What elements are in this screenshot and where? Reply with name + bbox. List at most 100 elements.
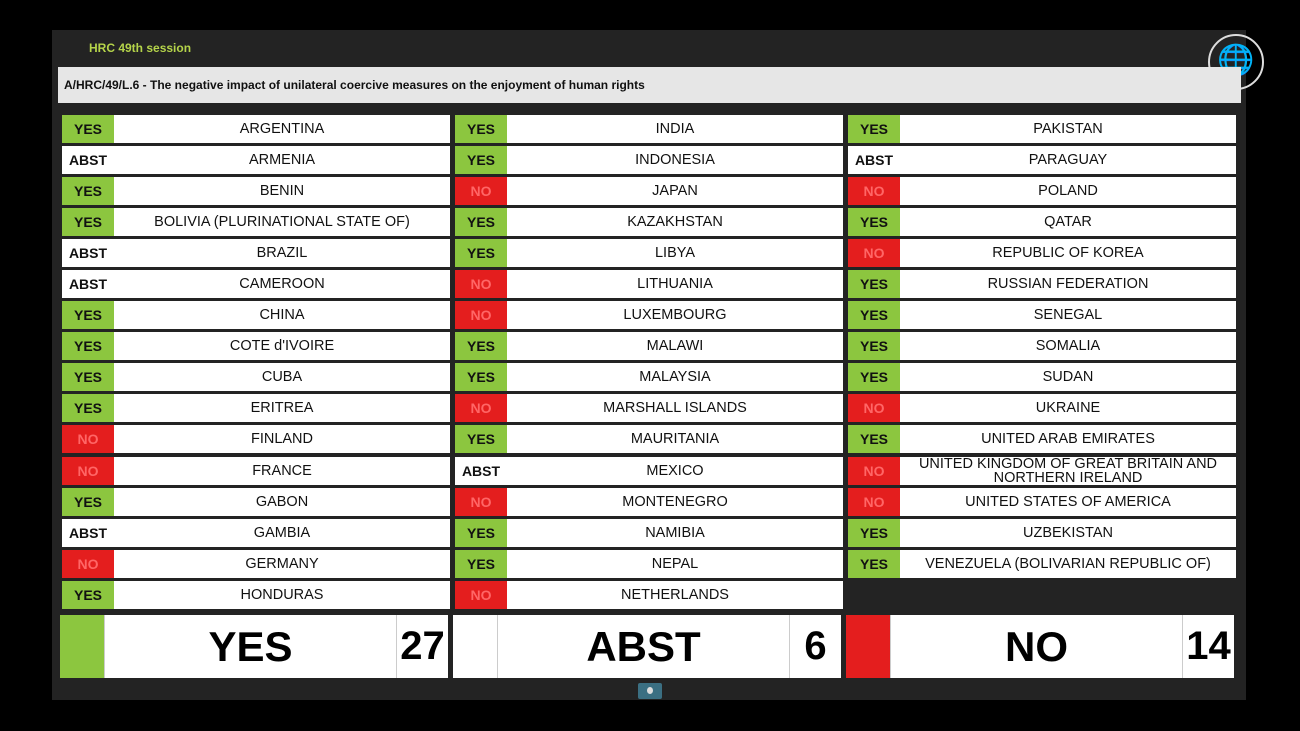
vote-badge: YES bbox=[455, 239, 507, 268]
country-name: SOMALIA bbox=[1035, 339, 1101, 354]
country-name: VENEZUELA (BOLIVARIAN REPUBLIC OF) bbox=[925, 556, 1211, 571]
vote-badge: YES bbox=[455, 146, 507, 175]
vote-row: NO MONTENEGRO bbox=[455, 487, 843, 516]
vote-badge: ABST bbox=[62, 270, 114, 299]
vote-badge: YES bbox=[848, 518, 900, 547]
vote-badge: YES bbox=[455, 208, 507, 237]
vote-row: YES CUBA bbox=[62, 363, 450, 392]
country-name: CAMEROON bbox=[239, 277, 325, 292]
vote-badge: NO bbox=[455, 580, 507, 609]
vote-badge: YES bbox=[848, 301, 900, 330]
vote-badge: NO bbox=[455, 394, 507, 423]
country-name: BENIN bbox=[259, 184, 305, 199]
vote-row: ABST ARMENIA bbox=[62, 146, 450, 175]
vote-badge: YES bbox=[62, 208, 114, 237]
vote-row: ABST GAMBIA bbox=[62, 518, 450, 547]
total-count: 27 bbox=[396, 615, 448, 678]
vote-row: YES ERITREA bbox=[62, 394, 450, 423]
vote-badge: NO bbox=[62, 549, 114, 578]
country-name: SENEGAL bbox=[1033, 308, 1103, 323]
vote-badge: NO bbox=[455, 177, 507, 206]
vote-badge: YES bbox=[455, 518, 507, 547]
country-name: ERITREA bbox=[250, 401, 314, 416]
vote-row: NO UKRAINE bbox=[848, 394, 1236, 423]
vote-row: YES RUSSIAN FEDERATION bbox=[848, 270, 1236, 299]
color-swatch bbox=[453, 615, 497, 678]
country-name: INDONESIA bbox=[635, 153, 715, 168]
vote-column: YES ARGENTINA ABST ARMENIA YES BENIN YES BOLIVI… bbox=[62, 115, 450, 612]
vote-badge: ABST bbox=[62, 239, 114, 268]
country-name: BRAZIL bbox=[256, 246, 308, 261]
vote-badge: YES bbox=[455, 332, 507, 361]
vote-badge: YES bbox=[62, 301, 114, 330]
country-name: CHINA bbox=[259, 308, 305, 323]
country-name: LITHUANIA bbox=[637, 277, 713, 292]
vote-row: YES BOLIVIA (PLURINATIONAL STATE OF) bbox=[62, 208, 450, 237]
vote-row: YES INDONESIA bbox=[455, 146, 843, 175]
country-name: LIBYA bbox=[654, 246, 696, 261]
country-name: RUSSIAN FEDERATION bbox=[987, 277, 1149, 292]
vote-badge: YES bbox=[62, 487, 114, 516]
vote-badge: NO bbox=[455, 270, 507, 299]
vote-row: YES UZBEKISTAN bbox=[848, 518, 1236, 547]
vote-badge: YES bbox=[62, 363, 114, 392]
country-name: BOLIVIA (PLURINATIONAL STATE OF) bbox=[154, 215, 410, 230]
country-name: MALAWI bbox=[646, 339, 704, 354]
vote-row: YES MAURITANIA bbox=[455, 425, 843, 454]
country-name: HONDURAS bbox=[240, 587, 324, 602]
country-name: COTE d'IVOIRE bbox=[229, 339, 335, 354]
vote-badge: YES bbox=[848, 549, 900, 578]
country-name: GAMBIA bbox=[253, 525, 311, 540]
vote-row: NO UNITED KINGDOM OF GREAT BRITAIN AND NO… bbox=[848, 456, 1236, 485]
vote-row: NO LUXEMBOURG bbox=[455, 301, 843, 330]
vote-row: YES SOMALIA bbox=[848, 332, 1236, 361]
vote-row: YES SENEGAL bbox=[848, 301, 1236, 330]
country-name: UNITED KINGDOM OF GREAT BRITAIN AND NORT… bbox=[918, 456, 1218, 485]
total-count: 6 bbox=[789, 615, 841, 678]
country-name: LUXEMBOURG bbox=[623, 308, 727, 323]
vote-row: ABST CAMEROON bbox=[62, 270, 450, 299]
vote-column: YES PAKISTAN ABST PARAGUAY NO POLAND YES QATAR N… bbox=[848, 115, 1236, 581]
vote-badge: NO bbox=[62, 456, 114, 485]
vote-row: YES SUDAN bbox=[848, 363, 1236, 392]
vote-badge: NO bbox=[455, 301, 507, 330]
vote-row: NO UNITED STATES OF AMERICA bbox=[848, 487, 1236, 516]
total-count: 14 bbox=[1182, 615, 1234, 678]
vote-row: ABST MEXICO bbox=[455, 456, 843, 485]
country-name: NEPAL bbox=[651, 556, 699, 571]
country-name: MARSHALL ISLANDS bbox=[603, 401, 747, 416]
vote-row: YES LIBYA bbox=[455, 239, 843, 268]
vote-row: YES MALAYSIA bbox=[455, 363, 843, 392]
vote-row: YES NAMIBIA bbox=[455, 518, 843, 547]
vote-badge: NO bbox=[455, 487, 507, 516]
session-label: HRC 49th session bbox=[89, 41, 192, 55]
vote-badge: YES bbox=[62, 177, 114, 206]
country-name: ARMENIA bbox=[248, 153, 316, 168]
vote-row: NO GERMANY bbox=[62, 549, 450, 578]
color-swatch bbox=[60, 615, 104, 678]
country-name: INDIA bbox=[655, 122, 695, 136]
country-name: NAMIBIA bbox=[645, 525, 705, 540]
country-name: NETHERLANDS bbox=[621, 587, 729, 602]
vote-row: NO LITHUANIA bbox=[455, 270, 843, 299]
vote-badge: YES bbox=[848, 332, 900, 361]
total-label: YES bbox=[104, 615, 396, 678]
vote-badge: YES bbox=[455, 115, 507, 143]
country-name: GABON bbox=[255, 494, 309, 509]
country-name: JAPAN bbox=[652, 184, 698, 199]
vote-badge: YES bbox=[848, 115, 900, 143]
vote-row: NO FINLAND bbox=[62, 425, 450, 454]
country-name: ARGENTINA bbox=[239, 122, 325, 136]
vote-badge: YES bbox=[455, 425, 507, 454]
vote-row: YES BENIN bbox=[62, 177, 450, 206]
country-name: UNITED ARAB EMIRATES bbox=[981, 432, 1155, 447]
country-name: QATAR bbox=[1044, 215, 1092, 230]
vote-badge: NO bbox=[848, 456, 900, 485]
vote-row: NO REPUBLIC OF KOREA bbox=[848, 239, 1236, 268]
vote-badge: YES bbox=[62, 115, 114, 143]
vote-row: YES QATAR bbox=[848, 208, 1236, 237]
vote-row: YES ARGENTINA bbox=[62, 115, 450, 143]
vote-row: ABST BRAZIL bbox=[62, 239, 450, 268]
country-name: MALAYSIA bbox=[639, 370, 711, 385]
total-label: ABST bbox=[497, 615, 789, 678]
